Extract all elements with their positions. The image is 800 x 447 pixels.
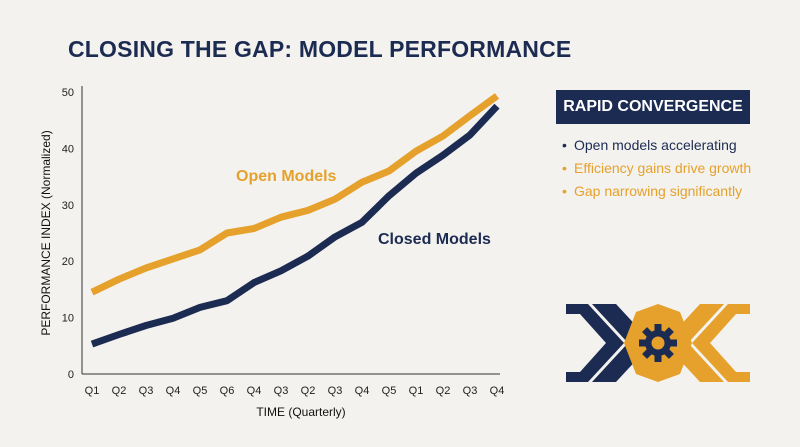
bullet-item: • Open models accelerating xyxy=(562,134,751,157)
chart-title: CLOSING THE GAP: MODEL PERFORMANCE xyxy=(68,36,572,62)
closed-models-line xyxy=(90,103,500,348)
bullet-item: • Efficiency gains drive growth xyxy=(562,157,751,180)
convergence-arrows-graphic xyxy=(566,304,750,382)
bullet-dot: • xyxy=(562,160,567,176)
chart-ticks: 0 10 20 30 40 50 Q1 Q2 Q3 Q4 Q5 Q6 Q4 Q3 Q2 Q3 Q4 Q5 Q1 Q2 Q… xyxy=(62,87,505,397)
y-tick-label: 20 xyxy=(62,256,74,268)
bullet-text: Open models accelerating xyxy=(574,137,737,153)
x-tick-label: Q1 xyxy=(409,385,424,397)
x-tick-label: Q3 xyxy=(328,385,343,397)
panel-title: RAPID CONVERGENCE xyxy=(556,90,750,124)
navy-chevron-left-icon xyxy=(566,304,624,382)
closed-models-label: Closed Models xyxy=(378,231,491,248)
x-tick-label: Q3 xyxy=(274,385,289,397)
x-tick-label: Q2 xyxy=(301,385,316,397)
x-tick-label: Q3 xyxy=(139,385,154,397)
bullet-item: • Gap narrowing significantly xyxy=(562,180,751,203)
x-tick-label: Q3 xyxy=(463,385,478,397)
x-axis-label: TIME (Quarterly) xyxy=(256,405,345,419)
x-tick-label: Q2 xyxy=(112,385,127,397)
x-tick-label: Q5 xyxy=(193,385,208,397)
bullet-dot: • xyxy=(562,137,567,153)
x-tick-label: Q4 xyxy=(490,385,505,397)
bullet-text: Gap narrowing significantly xyxy=(574,183,743,199)
y-tick-label: 50 xyxy=(62,87,74,99)
gear-icon xyxy=(639,324,677,362)
x-tick-label: Q1 xyxy=(85,385,100,397)
bullet-list: • Open models accelerating • Efficiency ga… xyxy=(562,134,751,203)
y-tick-label: 40 xyxy=(62,143,74,155)
y-tick-label: 0 xyxy=(68,369,74,381)
bullet-text: Efficiency gains drive growth xyxy=(574,160,752,176)
y-tick-label: 10 xyxy=(62,313,74,325)
chart-series xyxy=(90,93,500,348)
line-chart: 0 10 20 30 40 50 Q1 Q2 Q3 Q4 Q5 Q6 Q4 Q3 Q2 Q3 Q4 Q5 Q1 Q2 Q… xyxy=(39,86,505,419)
open-models-line xyxy=(90,93,500,296)
x-tick-label: Q6 xyxy=(220,385,235,397)
x-tick-label: Q4 xyxy=(166,385,181,397)
x-tick-label: Q4 xyxy=(355,385,370,397)
open-models-label: Open Models xyxy=(236,168,337,185)
y-tick-label: 30 xyxy=(62,200,74,212)
bullet-dot: • xyxy=(562,183,567,199)
orange-chevron-right-icon xyxy=(692,304,750,382)
x-tick-label: Q4 xyxy=(247,385,262,397)
y-axis-label: PERFORMANCE INDEX (Normalized) xyxy=(39,130,53,335)
x-tick-label: Q2 xyxy=(436,385,451,397)
chart-axes xyxy=(81,86,500,375)
x-tick-label: Q5 xyxy=(382,385,397,397)
